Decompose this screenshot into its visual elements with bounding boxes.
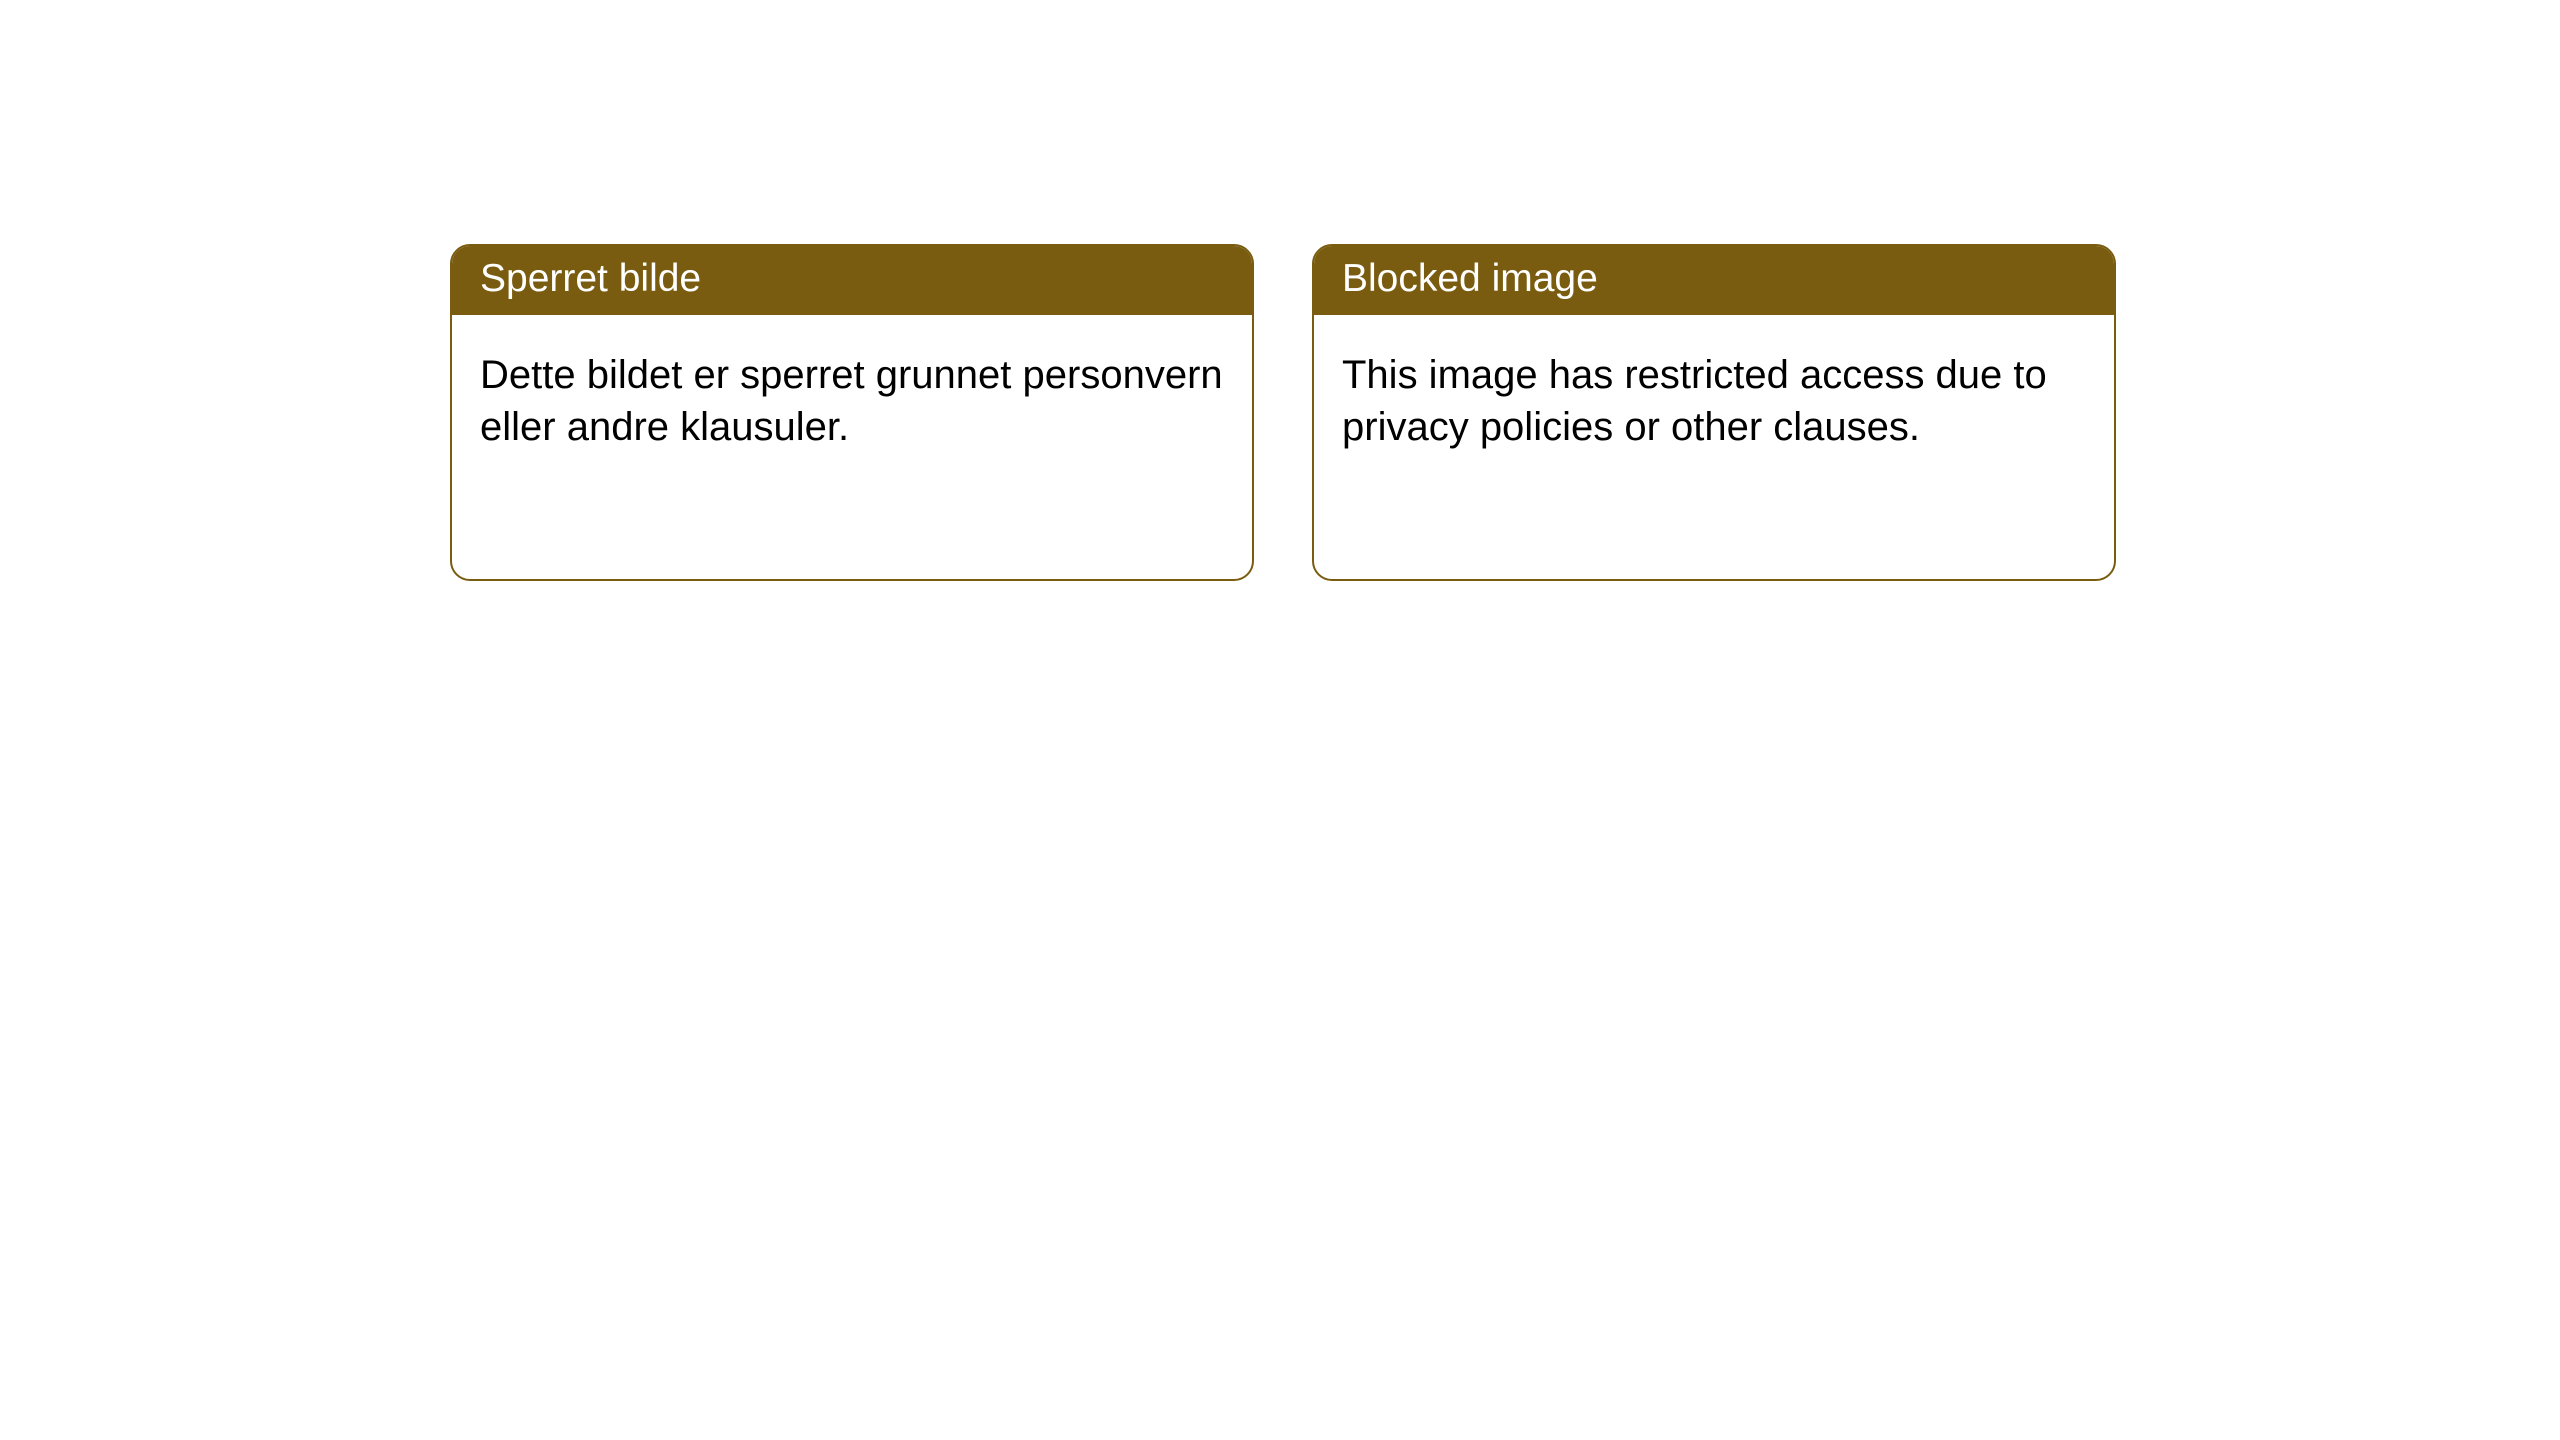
notice-container: Sperret bilde Dette bildet er sperret gr… xyxy=(0,0,2560,581)
card-body-text: This image has restricted access due to … xyxy=(1342,353,2047,450)
card-title: Sperret bilde xyxy=(480,257,701,300)
notice-card-norwegian: Sperret bilde Dette bildet er sperret gr… xyxy=(450,244,1254,581)
card-title: Blocked image xyxy=(1342,257,1598,300)
card-header: Blocked image xyxy=(1314,246,2114,315)
card-body: This image has restricted access due to … xyxy=(1314,315,2114,489)
card-header: Sperret bilde xyxy=(452,246,1252,315)
card-body-text: Dette bildet er sperret grunnet personve… xyxy=(480,353,1223,450)
card-body: Dette bildet er sperret grunnet personve… xyxy=(452,315,1252,489)
notice-card-english: Blocked image This image has restricted … xyxy=(1312,244,2116,581)
